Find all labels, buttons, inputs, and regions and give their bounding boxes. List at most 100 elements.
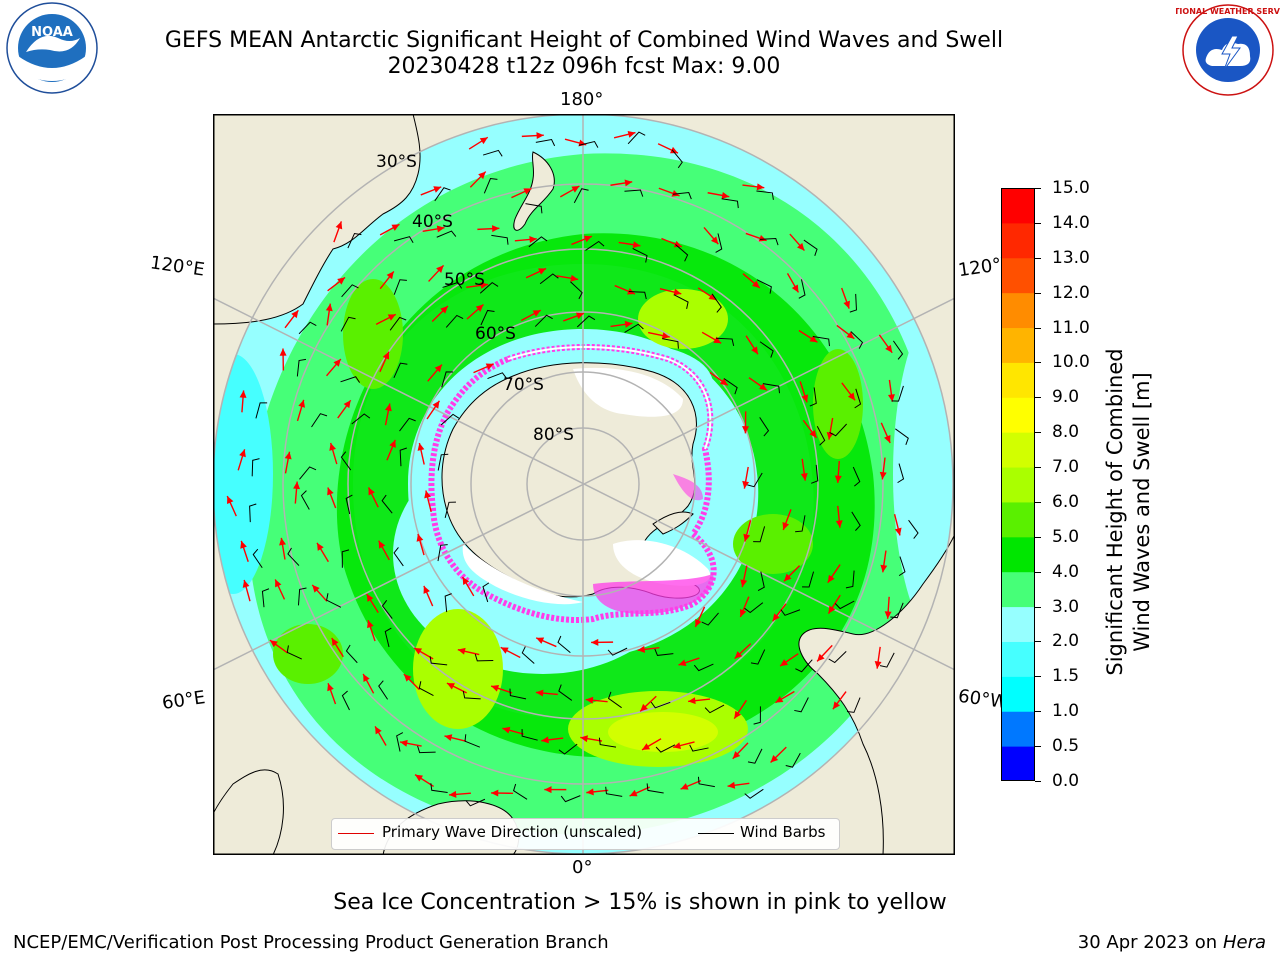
wind-barb bbox=[624, 323, 644, 333]
wind-barb bbox=[892, 340, 904, 360]
colorbar-tick-label: 11.0 bbox=[1052, 317, 1090, 338]
wave-direction-arrowhead bbox=[391, 224, 400, 231]
wind-barb bbox=[465, 798, 486, 807]
colorbar-tick-mark bbox=[1035, 222, 1041, 224]
wind-barb bbox=[573, 188, 589, 204]
wave-direction-arrowhead bbox=[433, 186, 442, 193]
wave-direction-arrowhead bbox=[885, 344, 893, 353]
wind-barb bbox=[809, 387, 817, 407]
svg-text:NOAA: NOAA bbox=[31, 25, 73, 40]
wind-barb bbox=[286, 645, 302, 660]
wind-barb bbox=[298, 321, 317, 335]
wind-barb bbox=[300, 490, 310, 510]
wave-direction-arrowhead bbox=[583, 235, 592, 243]
colorbar-segment bbox=[1001, 467, 1035, 503]
wave-direction-arrowhead bbox=[541, 736, 549, 744]
wave-direction-arrowhead bbox=[535, 689, 544, 697]
wave-direction-arrowhead bbox=[436, 265, 444, 273]
colorbar-segment bbox=[1001, 362, 1035, 398]
wind-barb bbox=[444, 501, 456, 518]
wind-barb bbox=[747, 748, 763, 764]
wave-max-southwest bbox=[413, 609, 503, 729]
wind-barb bbox=[436, 230, 457, 238]
wave-direction-arrowhead bbox=[366, 593, 374, 602]
wind-barb bbox=[654, 648, 674, 656]
wind-barb bbox=[491, 234, 509, 245]
wave-direction-arrowhead bbox=[624, 179, 633, 187]
wave-direction-arrowhead bbox=[491, 789, 499, 797]
wave-direction-arrowhead bbox=[632, 241, 641, 249]
wave-direction-arrowhead bbox=[378, 540, 386, 549]
wind-barb bbox=[795, 515, 806, 533]
wave-direction-arrowhead bbox=[331, 638, 339, 646]
wave-direction-arrowhead bbox=[673, 288, 682, 296]
colorbar-tick-mark bbox=[1035, 536, 1041, 538]
lon-label-180: 180° bbox=[560, 89, 604, 110]
wave-band-4m bbox=[336, 233, 875, 758]
wind-barb bbox=[482, 149, 503, 157]
wind-barb bbox=[753, 526, 766, 543]
colorbar-segment bbox=[1001, 641, 1035, 677]
wind-barb bbox=[785, 752, 801, 768]
wind-barb bbox=[509, 688, 527, 700]
wave-direction-arrowhead bbox=[227, 496, 234, 505]
wind-barb bbox=[747, 472, 763, 488]
colorbar-tick-mark bbox=[1035, 676, 1041, 678]
wind-barb bbox=[345, 494, 353, 515]
wave-direction-arrowhead bbox=[770, 754, 779, 763]
wave-direction-arrowhead bbox=[734, 710, 742, 719]
wind-barb bbox=[261, 588, 270, 608]
colorbar-tick-mark bbox=[1035, 711, 1041, 713]
wave-direction-arrowhead bbox=[834, 475, 842, 483]
colorbar bbox=[1001, 188, 1035, 781]
wind-barb bbox=[252, 548, 263, 569]
wave-direction-arrowhead bbox=[389, 439, 396, 448]
colorbar-tick-label: 12.0 bbox=[1052, 282, 1090, 303]
wave-direction-arrowhead bbox=[329, 442, 337, 451]
wind-barb bbox=[482, 582, 490, 603]
wind-barb bbox=[341, 549, 350, 568]
wind-barb bbox=[689, 744, 709, 752]
wind-barb bbox=[897, 463, 905, 484]
colorbar-tick-mark bbox=[1035, 257, 1041, 259]
wave-direction-arrowhead bbox=[673, 240, 682, 248]
wind-barb bbox=[744, 602, 764, 614]
footer-host: Hera bbox=[1222, 932, 1266, 953]
wind-barb bbox=[794, 697, 809, 713]
lon-label-0: 0° bbox=[572, 857, 593, 878]
wind-barb bbox=[296, 358, 307, 377]
wind-barb bbox=[535, 138, 556, 147]
colorbar-tick-label: 14.0 bbox=[1052, 212, 1090, 233]
wind-barb bbox=[441, 371, 454, 388]
colorbar-tick-mark bbox=[1035, 641, 1041, 643]
wave-direction-arrowhead bbox=[432, 400, 440, 409]
wave-direction-arrowhead bbox=[585, 696, 594, 704]
wave-direction-arrowhead bbox=[491, 225, 500, 233]
wind-barb bbox=[879, 652, 895, 668]
wave-direction-arrowhead bbox=[317, 542, 324, 551]
wave-direction-arrowhead bbox=[695, 618, 702, 627]
wave-direction-arrowhead bbox=[721, 192, 730, 199]
wave-direction-arrowhead bbox=[759, 383, 767, 391]
colorbar-tick-mark bbox=[1035, 606, 1041, 608]
wave-direction-arrowhead bbox=[835, 520, 843, 528]
wave-direction-arrowhead bbox=[444, 734, 453, 742]
colorbar-segment bbox=[1001, 711, 1035, 747]
wind-barb bbox=[396, 732, 404, 752]
wind-barb bbox=[340, 451, 352, 471]
wave-direction-arrowhead bbox=[661, 332, 670, 340]
wind-barb bbox=[340, 316, 356, 332]
wind-barb bbox=[704, 704, 725, 714]
wave-direction-arrowhead bbox=[312, 584, 320, 593]
colorbar-tick-label: 4.0 bbox=[1052, 561, 1080, 582]
wind-barb bbox=[759, 341, 774, 358]
wind-barb bbox=[624, 189, 644, 197]
colorbar-tick-mark bbox=[1035, 467, 1041, 469]
wind-barb bbox=[381, 600, 393, 619]
wave-direction-arrowhead bbox=[415, 774, 423, 782]
wind-barb bbox=[393, 547, 404, 567]
wind-barb bbox=[430, 783, 448, 793]
footer-date: 30 Apr 2023 on Hera bbox=[1078, 932, 1266, 953]
wave-direction-arrowhead bbox=[414, 647, 423, 655]
wave-direction-arrowhead bbox=[758, 234, 767, 242]
